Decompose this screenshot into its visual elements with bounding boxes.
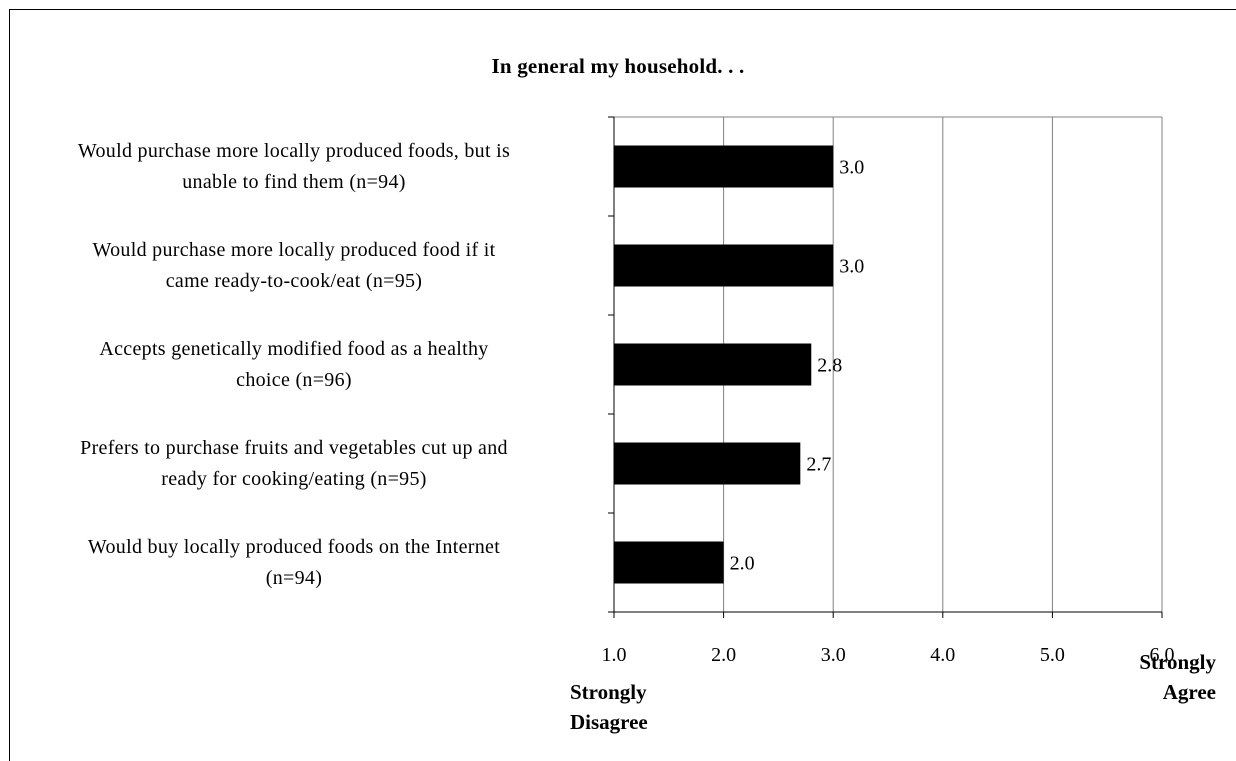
bar	[614, 343, 812, 386]
bar	[614, 244, 834, 287]
chart-title: In general my household. . .	[491, 54, 745, 78]
bar	[614, 145, 834, 188]
data-label: 3.0	[839, 256, 864, 278]
x-tick-label: 4.0	[930, 644, 955, 666]
data-label: 2.7	[806, 454, 831, 476]
category-label-line: ready for cooking/eating (n=95)	[161, 467, 427, 490]
x-tick-label: 3.0	[821, 644, 846, 666]
category-label: Accepts genetically modified food as a h…	[0, 334, 594, 396]
category-label-line: came ready-to-cook/eat (n=95)	[165, 269, 423, 292]
category-label-line: (n=94)	[265, 566, 323, 589]
bar	[614, 442, 801, 485]
x-tick-label: 1.0	[602, 644, 627, 666]
x-tick-label: 5.0	[1040, 644, 1065, 666]
strongly-disagree-line-1: Strongly	[570, 680, 647, 704]
category-label-line: unable to find them (n=94)	[182, 170, 406, 193]
category-label-line: choice (n=96)	[236, 368, 352, 391]
strongly-agree-label: Strongly Agree	[1090, 647, 1216, 707]
data-label: 3.0	[839, 157, 864, 179]
category-label: Would purchase more locally produced foo…	[0, 235, 594, 297]
x-tick-label: 2.0	[711, 644, 736, 666]
category-label-line: Would purchase more locally produced foo…	[92, 238, 496, 261]
category-label: Would purchase more locally produced foo…	[0, 136, 594, 198]
data-label: 2.8	[817, 355, 842, 377]
bar	[614, 541, 724, 584]
category-label-line: Prefers to purchase fruits and vegetable…	[80, 436, 508, 459]
strongly-agree-line-2: Agree	[1162, 680, 1216, 704]
category-label: Would buy locally produced foods on the …	[0, 532, 594, 594]
category-label-line: Would buy locally produced foods on the …	[87, 535, 501, 558]
category-label: Prefers to purchase fruits and vegetable…	[0, 433, 594, 495]
strongly-disagree-line-2: Disagree	[570, 710, 648, 734]
chart-frame	[9, 9, 1236, 761]
x-tick-label: 6.0	[1150, 644, 1175, 666]
category-label-line: Would purchase more locally produced foo…	[77, 139, 511, 162]
data-label: 2.0	[730, 553, 755, 575]
strongly-disagree-label: Strongly Disagree	[570, 677, 648, 737]
category-label-line: Accepts genetically modified food as a h…	[99, 337, 489, 360]
strongly-agree-line-1: Strongly	[1139, 650, 1216, 674]
